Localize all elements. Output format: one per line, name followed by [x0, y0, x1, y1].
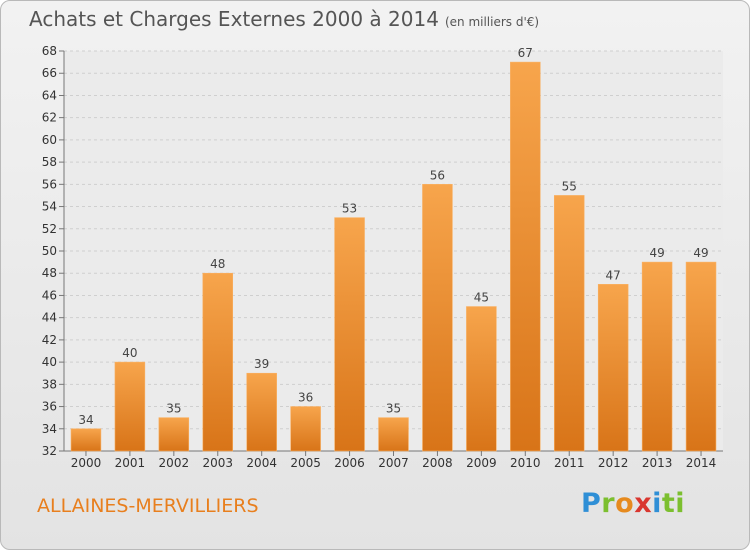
- data-label: 56: [430, 168, 445, 182]
- y-tick-label: 34: [42, 422, 57, 436]
- y-tick-label: 44: [42, 311, 57, 325]
- y-tick-label: 42: [42, 333, 57, 347]
- logo-letters-ti: ti: [661, 488, 686, 519]
- proxiti-logo: Proxiti: [581, 488, 685, 519]
- data-label: 34: [78, 413, 93, 427]
- x-tick-label: 2009: [466, 456, 497, 470]
- data-label: 45: [474, 291, 489, 305]
- y-tick-label: 50: [42, 244, 57, 258]
- data-label: 39: [254, 357, 269, 371]
- y-tick-label: 32: [42, 444, 57, 458]
- x-tick-label: 2013: [642, 456, 673, 470]
- y-tick-label: 56: [42, 177, 57, 191]
- data-label: 40: [122, 346, 137, 360]
- x-tick-label: 2012: [598, 456, 629, 470]
- y-tick-label: 38: [42, 377, 57, 391]
- data-label: 53: [342, 202, 357, 216]
- chart-title-text: Achats et Charges Externes 2000 à 2014: [29, 7, 439, 31]
- data-label: 35: [386, 402, 401, 416]
- commune-name: ALLAINES-MERVILLIERS: [37, 495, 259, 517]
- bar: [70, 428, 102, 452]
- y-tick-label: 60: [42, 133, 57, 147]
- y-tick-label: 54: [42, 200, 57, 214]
- y-tick-label: 52: [42, 222, 57, 236]
- data-label: 49: [693, 246, 708, 260]
- data-label: 36: [298, 391, 313, 405]
- bar: [202, 272, 234, 452]
- y-tick-label: 64: [42, 88, 57, 102]
- bar: [510, 61, 541, 452]
- y-tick-label: 68: [42, 44, 57, 58]
- x-tick-label: 2010: [510, 456, 541, 470]
- bar: [114, 361, 146, 452]
- x-tick-label: 2000: [71, 456, 102, 470]
- y-tick-label: 40: [42, 355, 57, 369]
- x-tick-label: 2002: [159, 456, 190, 470]
- bar: [553, 195, 585, 452]
- logo-letter-o: o: [615, 488, 635, 519]
- x-tick-label: 2008: [422, 456, 453, 470]
- bar: [246, 372, 277, 452]
- data-label: 67: [518, 46, 533, 60]
- x-tick-label: 2007: [378, 456, 409, 470]
- y-tick-label: 48: [42, 266, 57, 280]
- logo-letter-r: r: [601, 488, 616, 519]
- bar: [378, 417, 409, 452]
- x-tick-label: 2011: [554, 456, 585, 470]
- x-tick-label: 2001: [115, 456, 146, 470]
- bar: [334, 217, 365, 452]
- data-label: 55: [562, 179, 577, 193]
- x-tick-label: 2003: [202, 456, 233, 470]
- data-label: 47: [606, 268, 621, 282]
- x-tick-label: 2005: [290, 456, 321, 470]
- logo-letter-i: i: [652, 488, 662, 519]
- y-tick-label: 58: [42, 155, 57, 169]
- x-tick-label: 2014: [686, 456, 717, 470]
- chart-subtitle: (en milliers d'€): [444, 15, 540, 29]
- y-tick-label: 62: [42, 111, 57, 125]
- bar: [641, 261, 673, 452]
- bar: [422, 184, 453, 452]
- data-label: 48: [210, 257, 225, 271]
- bar: [290, 406, 321, 452]
- y-tick-label: 46: [42, 288, 57, 302]
- bar: [158, 417, 190, 452]
- data-label: 49: [649, 246, 664, 260]
- y-tick-label: 66: [42, 66, 57, 80]
- data-label: 35: [166, 402, 181, 416]
- bar: [685, 261, 717, 452]
- y-tick-label: 36: [42, 400, 57, 414]
- logo-letter-x: x: [634, 488, 653, 519]
- bar: [466, 306, 497, 452]
- bar: [597, 284, 629, 452]
- logo-letter-p: P: [581, 488, 602, 519]
- x-tick-label: 2004: [246, 456, 277, 470]
- x-tick-label: 2006: [334, 456, 365, 470]
- chart-title: Achats et Charges Externes 2000 à 2014 (e…: [29, 7, 539, 31]
